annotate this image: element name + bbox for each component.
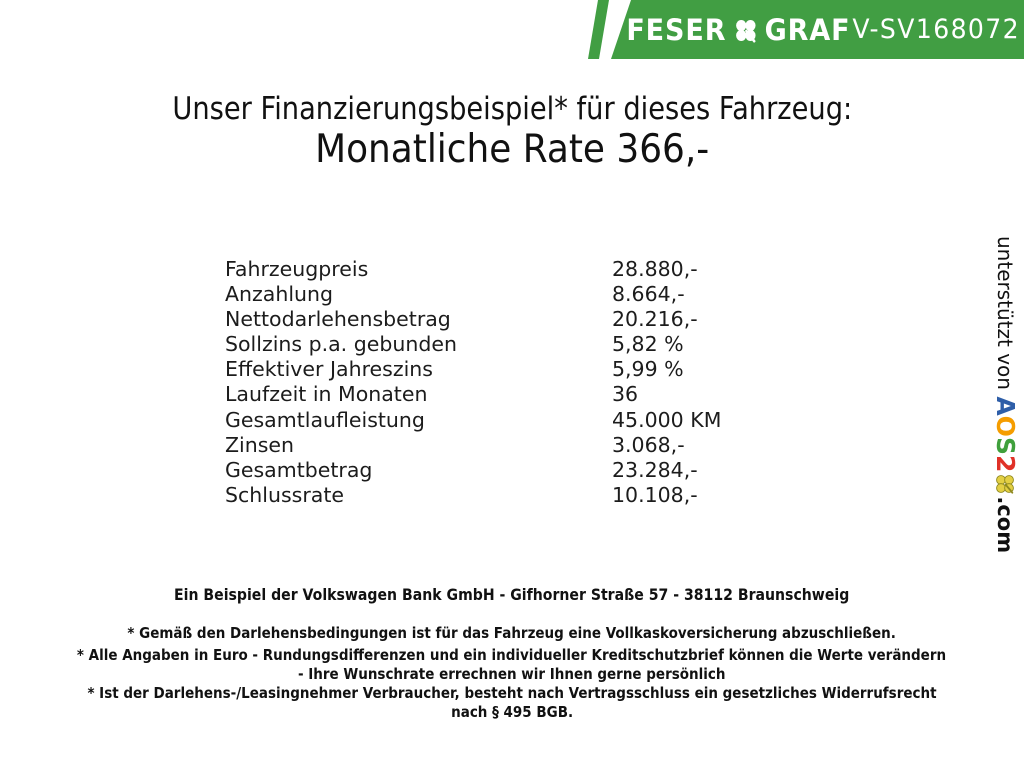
finance-label: Fahrzeugpreis: [225, 257, 369, 281]
aos-letter-2: 2: [991, 454, 1020, 473]
finance-value: 36: [612, 382, 639, 407]
table-row: Nettodarlehensbetrag 20.216,-: [225, 307, 825, 332]
bank-example-line: Ein Beispiel der Volkswagen Bank GmbH - …: [174, 585, 850, 604]
table-row: Gesamtlaufleistung 45.000 KM: [225, 408, 825, 433]
disclaimer-line: * Alle Angaben in Euro - Rundungsdiffere…: [77, 646, 947, 664]
finance-value: 23.284,-: [612, 457, 698, 482]
brand-name-right: GRAF: [764, 12, 851, 47]
aos-domain-suffix: .com: [993, 496, 1017, 554]
table-row: Laufzeit in Monaten 36: [225, 382, 825, 407]
brand-name-left: FESER: [626, 12, 727, 47]
finance-value: 5,99 %: [612, 357, 684, 382]
disclaimer-line: * Gemäß den Darlehensbedingungen ist für…: [127, 624, 897, 642]
table-row: Anzahlung 8.664,-: [225, 282, 825, 307]
disclaimer-line: * Ist der Darlehens-/Leasingnehmer Verbr…: [87, 684, 937, 702]
aos-letter-a: A: [991, 396, 1020, 416]
brand-logo: FESER GRAF V-SV168072: [614, 13, 1021, 47]
finance-value: 8.664,-: [612, 282, 685, 307]
supported-by-strip: unterstützt von AOS2 .com: [988, 236, 1022, 553]
disclaimer-line: - Ihre Wunschrate errechnen wir Ihnen ge…: [298, 665, 726, 683]
finance-label: Schlussrate: [225, 482, 344, 507]
table-row: Zinsen 3.068,-: [225, 433, 825, 458]
vehicle-id: V-SV168072: [852, 14, 1021, 45]
finance-value: 28.880,-: [612, 257, 698, 281]
aos-letter-o: O: [991, 415, 1020, 437]
finance-label: Anzahlung: [225, 282, 334, 307]
finance-value: 10.108,-: [612, 482, 698, 507]
aos-letter-s: S: [991, 436, 1020, 455]
clover-icon: [996, 475, 1014, 494]
finance-label: Effektiver Jahreszins: [225, 357, 433, 382]
finance-value: 3.068,-: [612, 432, 685, 457]
finance-label: Gesamtlaufleistung: [225, 407, 425, 432]
finance-label: Sollzins p.a. gebunden: [225, 332, 457, 357]
headline-line1: Unser Finanzierungsbeispiel* für dieses …: [172, 91, 852, 127]
finance-label: Zinsen: [225, 432, 295, 457]
headline-monthly-rate: Monatliche Rate 366,-: [314, 127, 710, 172]
table-row: Gesamtbetrag 23.284,-: [225, 458, 825, 483]
finance-label: Gesamtbetrag: [225, 457, 373, 482]
finance-value: 45.000 KM: [612, 407, 722, 432]
table-row: Sollzins p.a. gebunden 5,82 %: [225, 332, 825, 357]
finance-label: Laufzeit in Monaten: [225, 382, 428, 407]
finance-value: 5,82 %: [612, 332, 684, 357]
financing-table: Fahrzeugpreis 28.880,- Anzahlung 8.664,-…: [225, 257, 825, 508]
disclaimer-line: nach § 495 BGB.: [450, 703, 574, 721]
finance-label: Nettodarlehensbetrag: [225, 307, 451, 332]
disclaimer-block: * Gemäß den Darlehensbedingungen ist für…: [0, 624, 1024, 722]
header-banner: FESER GRAF V-SV168072: [611, 0, 1024, 59]
clover-icon: [736, 20, 756, 43]
table-row: Schlussrate 10.108,-: [225, 483, 825, 508]
supported-by-label: unterstützt von: [993, 236, 1017, 397]
table-row: Fahrzeugpreis 28.880,-: [225, 257, 825, 282]
banner-accent-stripe: [588, 0, 609, 59]
table-row: Effektiver Jahreszins 5,99 %: [225, 357, 825, 382]
finance-value: 20.216,-: [612, 307, 698, 332]
